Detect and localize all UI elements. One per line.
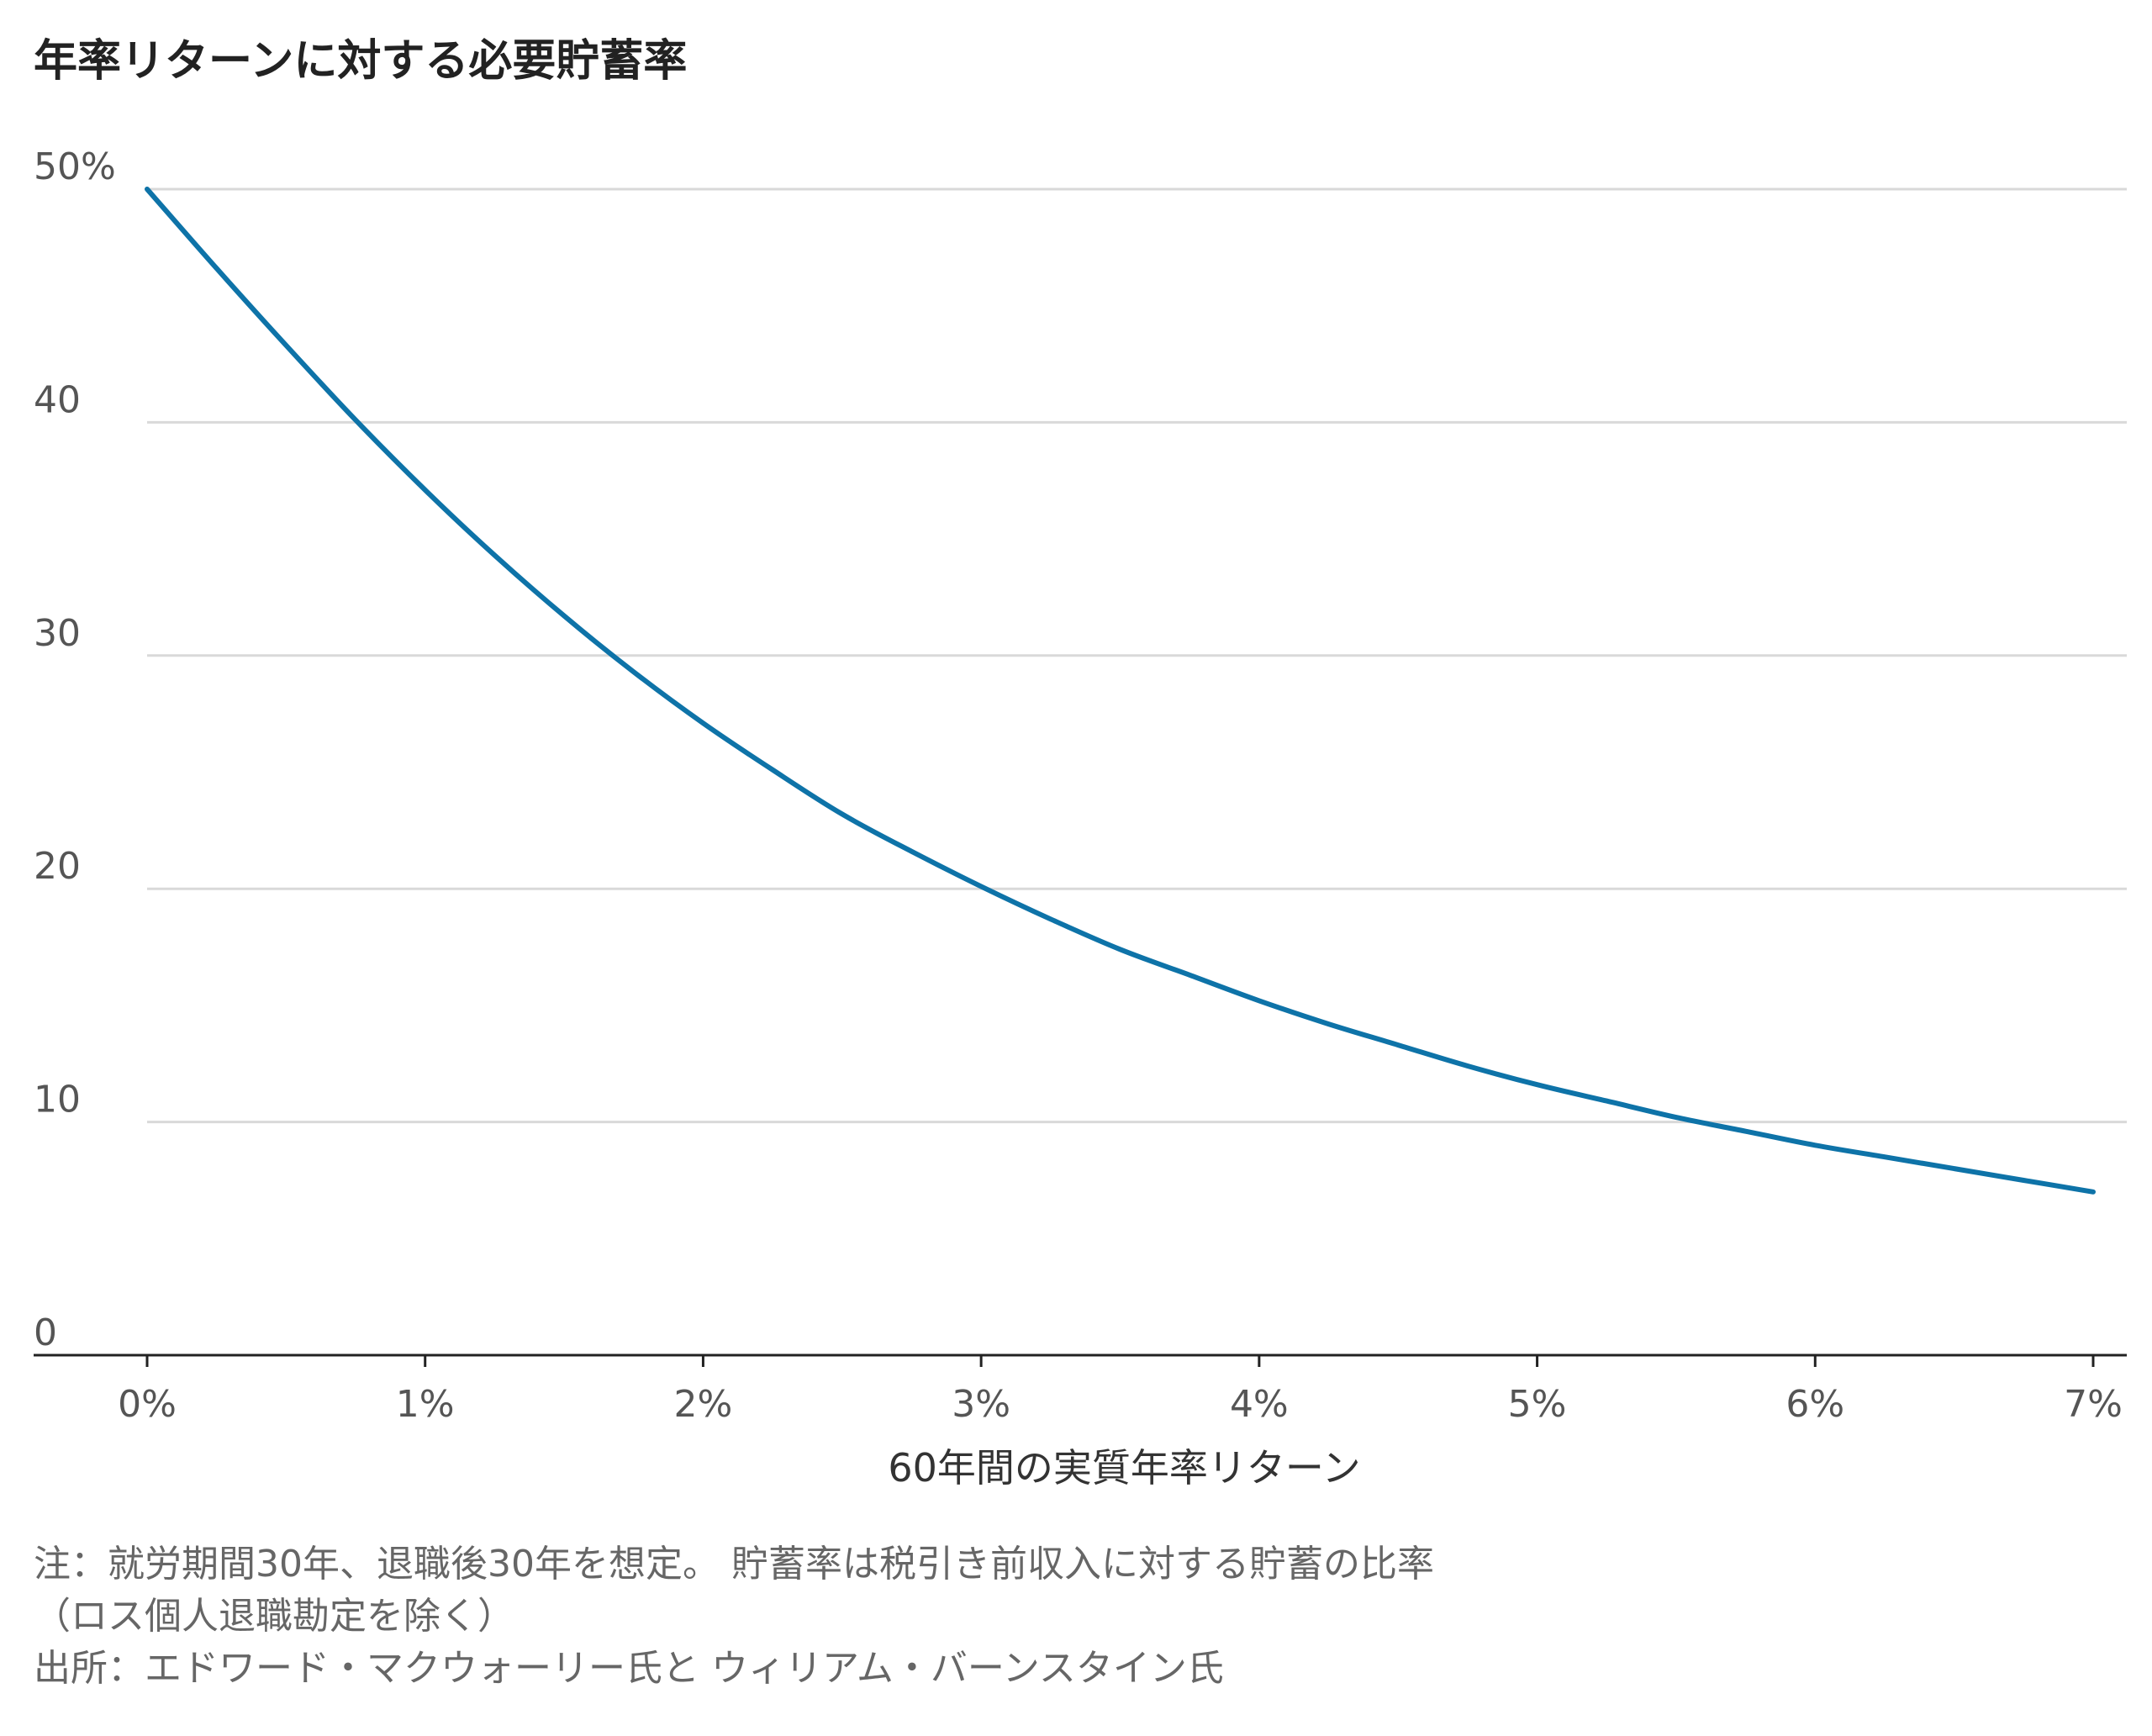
x-axis xyxy=(34,1353,2127,1367)
y-tick-label: 40 xyxy=(34,378,81,421)
y-tick-label: 0 xyxy=(34,1311,57,1354)
gridlines xyxy=(147,187,2127,1124)
y-axis-labels: 0 10 20 30 40 50% xyxy=(34,145,116,1354)
y-tick-label: 30 xyxy=(34,612,81,655)
chart-notes: 注：就労期間30年、退職後30年を想定。 貯蓄率は税引き前収入に対する貯蓄の比率… xyxy=(34,1538,1434,1695)
x-tick-label: 1% xyxy=(396,1383,455,1426)
x-tick-label: 0% xyxy=(118,1383,177,1426)
chart-title: 年率リターンに対する必要貯蓄率 xyxy=(34,36,688,87)
x-axis-labels: 0% 1% 2% 3% 4% 5% 6% 7% xyxy=(118,1383,2123,1426)
x-tick-label: 4% xyxy=(1230,1383,1289,1426)
x-tick-label: 2% xyxy=(674,1383,733,1426)
x-tick-label: 5% xyxy=(1508,1383,1567,1426)
y-tick-label: 50% xyxy=(34,145,116,188)
x-tick-label: 3% xyxy=(952,1383,1010,1426)
note-line-1: 注：就労期間30年、退職後30年を想定。 貯蓄率は税引き前収入に対する貯蓄の比率 xyxy=(34,1543,1434,1586)
series-line xyxy=(145,187,2096,1195)
line-chart: 0 10 20 30 40 50% 0% 1% 2% 3% 4% 5% 6% 7% 60年間の実質年率リ… xyxy=(34,145,2127,1491)
note-line-2: （ロス個人退職勘定を除く） xyxy=(34,1595,514,1638)
y-tick-label: 20 xyxy=(34,845,81,888)
x-tick-label: 6% xyxy=(1785,1383,1844,1426)
x-tick-label: 7% xyxy=(2064,1383,2123,1426)
x-axis-title: 60年間の実質年率リターン xyxy=(888,1445,1360,1491)
y-tick-label: 10 xyxy=(34,1079,81,1121)
source-note: 出所：エドワード・マクウォーリー氏と ウィリアム・バーンスタイン氏 xyxy=(34,1647,1224,1690)
